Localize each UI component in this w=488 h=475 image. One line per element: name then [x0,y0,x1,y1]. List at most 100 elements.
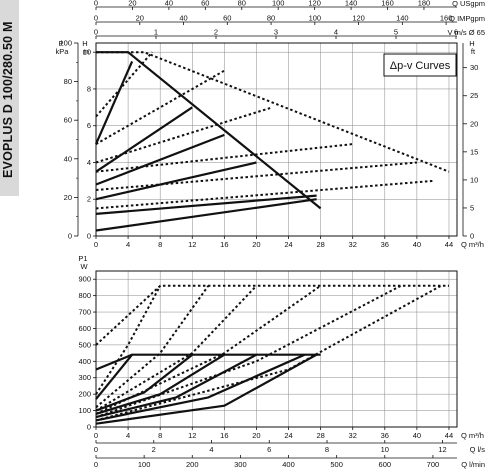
top-aux-tick-label: 100 [272,0,285,8]
bottom-plot-frame [95,270,458,428]
power-curve-dotted [95,284,449,346]
bottom-aux-tick-label: 600 [379,460,392,469]
bottom-x-tick-label: 36 [381,431,389,440]
power-curve-solid [95,353,318,425]
power-curve-dotted [95,285,258,412]
top-x-tick-label: 44 [445,240,453,249]
top-aux-tick-label: 0 [94,28,98,37]
legend-box: Δp-v Curves [383,53,457,77]
ft-tick-label: 25 [470,91,478,100]
top-aux-tick-label: 0 [94,0,98,8]
power-curve-dotted [95,284,442,422]
top-aux-tick-label: 0 [94,14,98,23]
kpa-tick-label: 60 [64,116,72,125]
top-aux-tick-label: 140 [396,14,409,23]
w-tick-label: 200 [78,390,91,399]
ft-tick-label: 5 [470,203,474,212]
top-aux-tick-label: 1 [154,28,158,37]
w-tick-label: 700 [78,308,91,317]
bottom-x-tick-label: 28 [316,431,324,440]
power-curve-solid [95,353,306,422]
bottom-x-tick-label: 20 [252,431,260,440]
top-aux-axis-label: Q USgpm [452,0,485,8]
w-tick-label: 300 [78,373,91,382]
bottom-aux-axis-label: Q l/min [461,460,485,469]
bottom-aux-tick-label: 500 [330,460,343,469]
head-curve-dotted [95,106,273,164]
head-curve-solid [95,133,225,186]
power-curve-solid [95,354,133,400]
head-curve-dotted [95,179,433,210]
kpa-tick-label: 80 [64,77,72,86]
kpa-tick-label: 0 [68,232,72,241]
m-tick-label: 10 [83,48,91,57]
top-x-tick-label: 24 [284,240,292,249]
top-x-tick-label: 28 [316,240,324,249]
top-x-tick-label: 40 [413,240,421,249]
top-aux-tick-label: 180 [418,0,431,8]
top-aux-tick-label: 40 [165,0,173,8]
head-curve-solid [95,198,317,232]
top-x-tick-label: 32 [349,240,357,249]
top-aux-tick-label: 2 [214,28,218,37]
w-axis-title: P1 [78,254,87,263]
power-curve-dotted [95,284,322,415]
power-curve-solid [95,353,193,412]
top-aux-tick-label: 6 [454,28,458,37]
ft-axis-unit: ft [471,47,476,56]
bottom-x-tick-label: 16 [220,431,228,440]
kpa-tick-label: 40 [64,154,72,163]
bottom-x-tick-label: 12 [188,431,196,440]
m-tick-label: 4 [87,158,91,167]
head-curve-solid [95,106,193,173]
m-axis-unit: m [83,47,89,56]
w-tick-label: 600 [78,324,91,333]
bottom-aux-tick-label: 2 [152,445,156,454]
m-tick-label: 2 [87,195,91,204]
top-aux-tick-label: 5 [394,28,398,37]
power-curve-solid [95,353,257,419]
w-axis-unit: W [80,262,88,271]
top-aux-tick-label: 120 [308,0,321,8]
bottom-aux-tick-label: 4 [209,445,213,454]
bottom-aux-tick-label: 10 [381,445,389,454]
top-aux-tick-label: 160 [381,0,394,8]
w-tick-label: 500 [78,340,91,349]
m-axis-title: H [82,39,87,48]
bottom-aux-tick-label: 0 [94,460,98,469]
kpa-tick-label: 20 [64,193,72,202]
top-aux-tick-label: 60 [201,0,209,8]
bottom-aux-tick-label: 0 [94,445,98,454]
bottom-aux-tick-label: 300 [234,460,247,469]
top-aux-axis-label: Q IMPgpm [449,14,485,23]
bottom-aux-tick-label: 12 [438,445,446,454]
w-tick-label: 400 [78,357,91,366]
top-plot-frame [95,42,458,237]
kpa-axis-unit: kPa [56,47,70,56]
top-aux-tick-label: 140 [345,0,358,8]
top-aux-tick-label: 4 [334,28,338,37]
head-curve-dotted [95,161,417,191]
power-curve-solid [95,353,225,415]
top-x-tick-label: 0 [94,240,98,249]
top-aux-tick-label: 3 [274,28,278,37]
top-aux-tick-label: 120 [352,14,365,23]
bottom-x-tick-label: 24 [284,431,292,440]
kpa-axis-title: P [58,39,63,48]
head-curve-solid [95,161,257,201]
top-x-tick-label: 4 [126,240,130,249]
head-curve-dotted [96,51,450,173]
ft-tick-label: 10 [470,175,478,184]
head-curve-solid [95,194,317,215]
w-tick-label: 100 [78,406,91,415]
top-aux-tick-label: 80 [238,0,246,8]
top-x-tick-label: 8 [158,240,162,249]
top-x-tick-label: 36 [381,240,389,249]
head-curve-solid [96,51,322,210]
top-aux-tick-label: 40 [179,14,187,23]
bottom-aux-tick-label: 8 [325,445,329,454]
bottom-aux-tick-label: 400 [282,460,295,469]
power-curve-dotted [95,284,402,419]
m-tick-label: 0 [87,232,91,241]
